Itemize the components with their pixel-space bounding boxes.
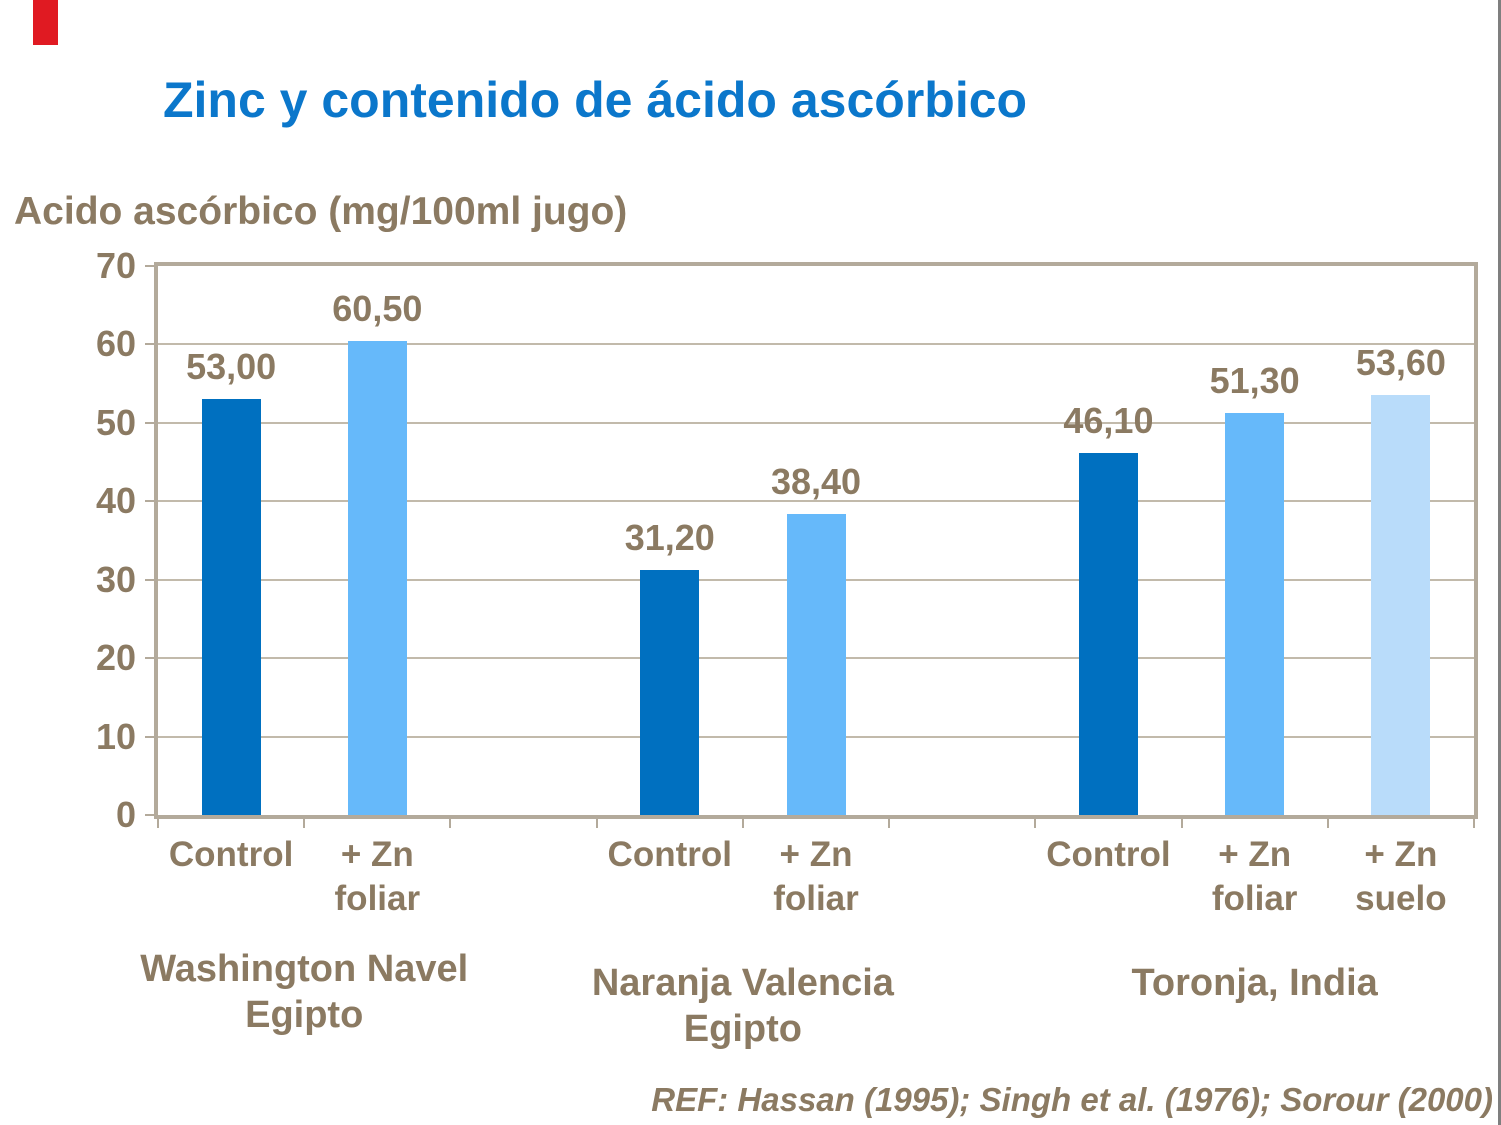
gridline	[158, 343, 1474, 346]
bar-value-label: 31,20	[624, 517, 715, 559]
bar	[1078, 453, 1138, 815]
x-tick-label: + Zn	[1364, 835, 1438, 874]
reference-text: REF: Hassan (1995); Singh et al. (1976);…	[651, 1081, 1493, 1118]
bar-value-label: 53,60	[1355, 341, 1446, 383]
red-accent-bar	[33, 0, 58, 45]
slide-title: Zinc y contenido de ácido ascórbico	[163, 72, 1028, 128]
x-tick-label: Control	[607, 835, 732, 874]
x-tick-label: + Zn	[1218, 835, 1292, 874]
x-axis-tick	[595, 815, 598, 828]
x-axis-tick	[303, 815, 306, 828]
x-axis-tick	[741, 815, 744, 828]
x-tick-label: Control	[1046, 835, 1171, 874]
bar	[1225, 412, 1285, 815]
bar	[640, 570, 700, 815]
y-axis-tick	[145, 735, 158, 738]
x-tick-label: + Zn	[779, 835, 853, 874]
x-axis-tick	[1180, 815, 1183, 828]
gridline	[158, 500, 1474, 503]
y-tick-label: 0	[115, 794, 136, 835]
x-tick-label: + Zn	[340, 835, 414, 874]
y-axis-tick	[145, 343, 158, 346]
bar-value-label: 38,40	[770, 460, 862, 502]
group-label: Egipto	[245, 994, 364, 1036]
y-tick-label: 50	[95, 401, 136, 443]
x-axis-tick	[1473, 815, 1475, 828]
group-label: Egipto	[683, 1008, 802, 1050]
plot-area	[154, 262, 1478, 819]
x-tick-label: foliar	[773, 879, 859, 918]
bar	[1371, 394, 1431, 815]
y-axis-tick	[145, 578, 158, 581]
bar	[201, 399, 261, 815]
x-axis-tick	[1034, 815, 1037, 828]
y-axis-tick	[145, 657, 158, 660]
group-label: Naranja Valencia	[591, 962, 894, 1004]
y-axis-tick	[145, 421, 158, 424]
bar-value-label: 60,50	[332, 287, 423, 329]
y-axis-tick	[145, 814, 158, 816]
x-axis-tick	[1326, 815, 1329, 828]
y-tick-label: 60	[95, 323, 136, 365]
bar	[786, 513, 846, 815]
y-axis-tick	[145, 500, 158, 503]
y-tick-label: 70	[95, 245, 136, 286]
bar-value-label: 51,30	[1209, 359, 1300, 401]
group-label: Washington Navel	[140, 948, 469, 990]
y-tick-label: 10	[95, 715, 136, 757]
x-axis-tick	[888, 815, 891, 828]
bar	[347, 340, 407, 815]
y-axis-title: Acido ascórbico (mg/100ml jugo)	[14, 190, 628, 233]
bar-value-label: 46,10	[1063, 400, 1154, 442]
gridline	[158, 421, 1474, 424]
x-axis-tick	[157, 815, 159, 828]
x-tick-label: Control	[168, 835, 294, 874]
x-tick-label: foliar	[1211, 879, 1298, 918]
group-label: Toronja, India	[1131, 962, 1378, 1004]
x-tick-label: foliar	[334, 879, 421, 918]
x-axis-tick	[449, 815, 452, 828]
x-tick-label: suelo	[1355, 879, 1447, 918]
slide-right-edge-line	[1498, 0, 1501, 1125]
y-tick-label: 30	[95, 558, 136, 600]
y-axis-tick	[145, 265, 158, 267]
bar-value-label: 53,00	[186, 346, 277, 388]
y-tick-label: 40	[95, 480, 136, 522]
y-tick-label: 20	[95, 637, 136, 679]
